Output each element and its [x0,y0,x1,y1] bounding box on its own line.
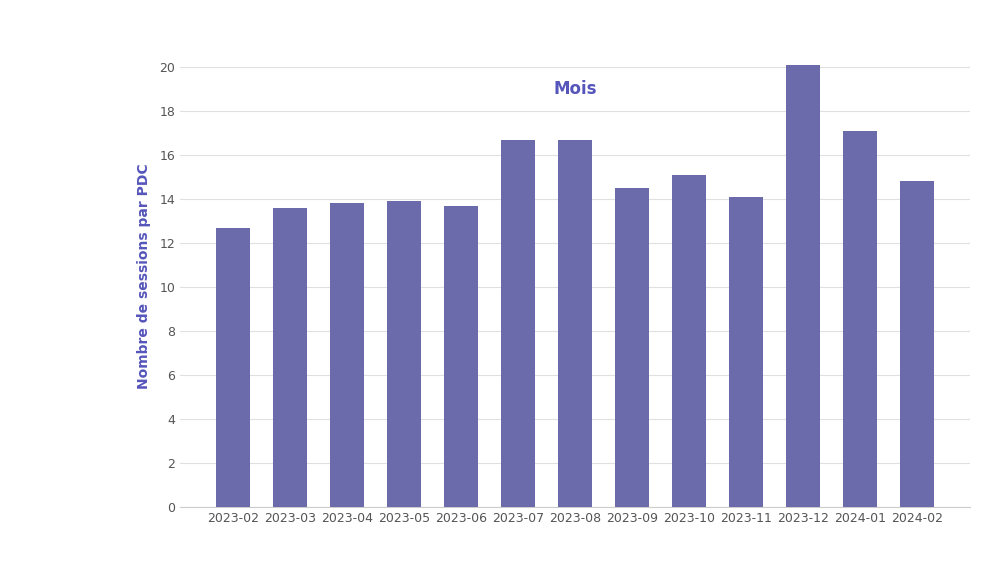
Bar [330,203,364,507]
Bar [216,227,250,507]
Y-axis label: Nombre de sessions par PDC: Nombre de sessions par PDC [137,163,151,388]
Bar [501,140,535,507]
Bar [558,140,592,507]
Bar [843,131,877,507]
Text: Mois: Mois [553,80,597,98]
Bar [273,208,307,507]
Bar [786,65,820,507]
Bar [615,188,649,507]
Bar [444,205,478,507]
Bar [387,201,421,507]
Bar [672,175,706,507]
Bar [900,181,934,507]
Bar [729,196,763,507]
